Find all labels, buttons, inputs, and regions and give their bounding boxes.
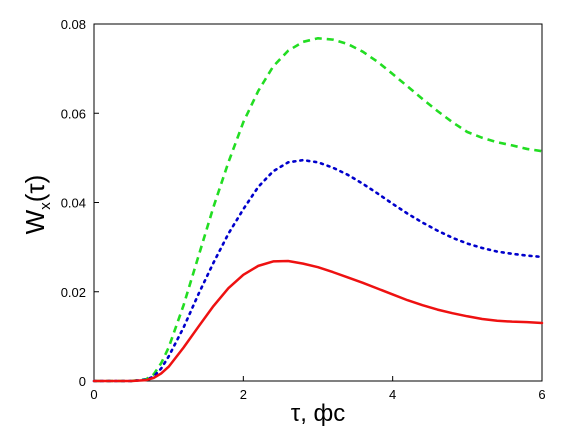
y-tick-label: 0 — [79, 374, 86, 389]
series-layer — [92, 36, 544, 383]
y-axis-label-arg: (τ) — [20, 175, 50, 203]
y-tick-label: 0.08 — [61, 17, 86, 32]
y-tick-label: 0.02 — [61, 285, 86, 300]
ticks: 0 2 4 6 0 0.02 0.04 0.06 0.08 — [61, 17, 546, 402]
series-line-3 — [92, 259, 544, 383]
x-tick-label: 0 — [90, 387, 97, 402]
y-tick-label: 0.06 — [61, 106, 86, 121]
y-tick-label: 0.04 — [61, 196, 86, 211]
x-axis-label: τ, фс — [291, 400, 346, 427]
plot-area — [93, 23, 543, 382]
y-axis-label-sub: x — [37, 202, 54, 210]
y-axis-label: Wx(τ) — [20, 175, 54, 235]
series-line-2 — [92, 158, 544, 383]
x-tick-label: 6 — [538, 387, 545, 402]
x-tick-label: 2 — [240, 387, 247, 402]
series-line-1 — [94, 36, 543, 383]
plot-frame — [93, 23, 543, 382]
y-axis-label-main: W — [20, 209, 50, 234]
x-tick-label: 4 — [389, 387, 396, 402]
